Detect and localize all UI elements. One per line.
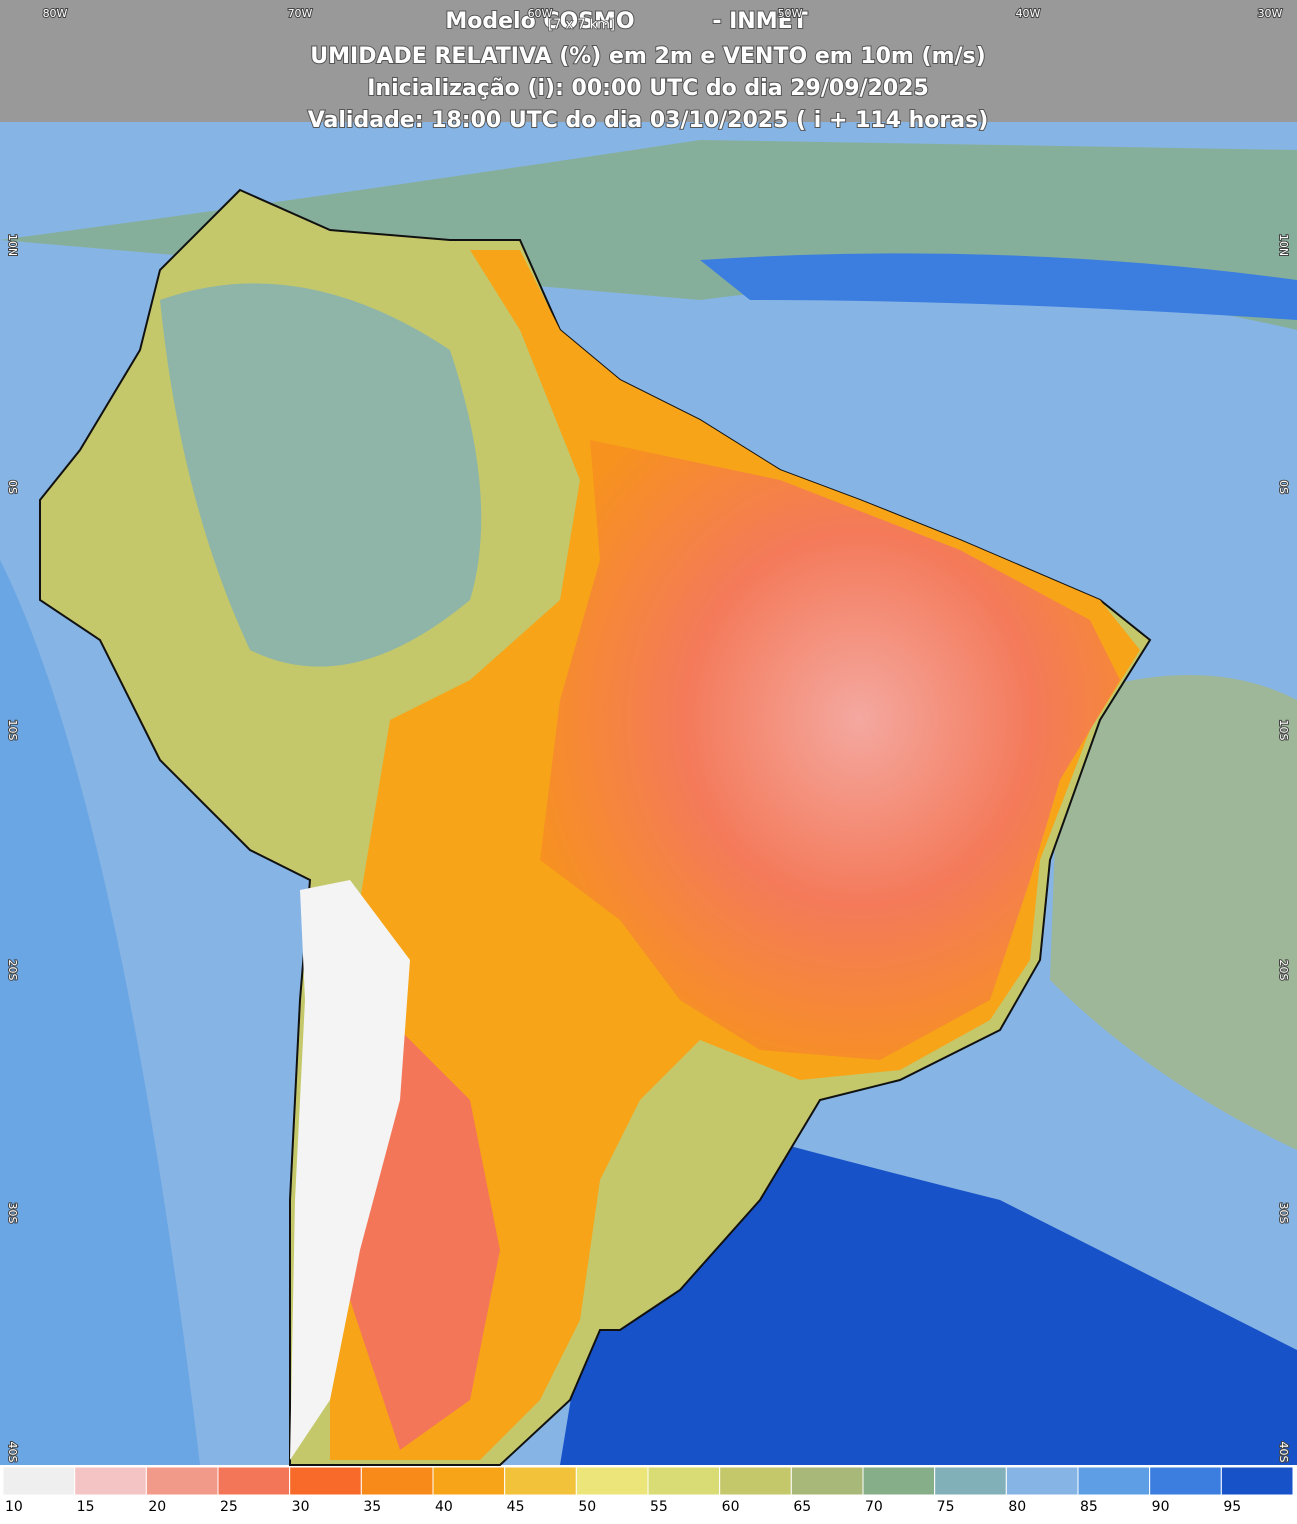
- color-swatch: [575, 1466, 649, 1496]
- andes-dry: [290, 880, 410, 1460]
- legend-label: 10: [5, 1499, 23, 1515]
- lat-label: 30S: [6, 1203, 19, 1224]
- legend-label: 30: [292, 1499, 310, 1515]
- color-swatch: [790, 1466, 864, 1496]
- color-swatch: [934, 1466, 1007, 1496]
- lat-label: 10S: [6, 720, 19, 741]
- color-swatch: [1077, 1466, 1151, 1496]
- lon-label: 30W: [1258, 7, 1283, 20]
- lon-label: 50W: [778, 7, 803, 20]
- lat-label: 0S: [6, 480, 19, 494]
- legend-label: 75: [937, 1499, 955, 1515]
- lat-label: 10S: [1277, 720, 1290, 741]
- very-dry-region: [540, 440, 1120, 1060]
- lat-label: 30S: [1277, 1203, 1290, 1224]
- title-org: - INMET: [712, 9, 807, 34]
- color-swatch: [1149, 1466, 1222, 1496]
- color-swatch: [862, 1466, 936, 1496]
- lon-label: 80W: [43, 7, 68, 20]
- color-swatch: [647, 1466, 721, 1496]
- color-swatch: [504, 1466, 577, 1496]
- legend-label: 85: [1080, 1499, 1098, 1515]
- lon-label: 60W: [528, 7, 553, 20]
- legend-label: 35: [363, 1499, 381, 1515]
- header-bar: [0, 0, 1297, 122]
- legend-label: 60: [722, 1499, 740, 1515]
- lon-label: 40W: [1016, 7, 1041, 20]
- valid-time: Validade: 18:00 UTC do dia 03/10/2025 ( …: [308, 108, 989, 133]
- legend-label: 55: [650, 1499, 668, 1515]
- legend-label: 45: [507, 1499, 525, 1515]
- colorbar: 10 15 20 25 30 35 40 45 50 55 60 65 70 75 80 85 90 95: [2, 1466, 1294, 1515]
- color-swatch: [145, 1466, 219, 1496]
- humid-region: [160, 283, 482, 667]
- color-swatch: [2, 1466, 76, 1496]
- color-swatch: [432, 1466, 506, 1496]
- map: [0, 0, 1297, 1466]
- subtitle: UMIDADE RELATIVA (%) em 2m e VENTO em 10…: [310, 44, 985, 69]
- ocean-band: [0, 560, 200, 1465]
- lat-label: 20S: [6, 960, 19, 981]
- title: Modelo COSMO: [445, 9, 634, 34]
- title-resolution: [7 x 7 km]: [548, 18, 615, 33]
- legend-label: 25: [220, 1499, 238, 1515]
- lat-label: 40S: [6, 1442, 19, 1463]
- legend-label: 20: [148, 1499, 166, 1515]
- legend-label: 15: [77, 1499, 95, 1515]
- lat-label: 20S: [1277, 960, 1290, 981]
- color-swatch: [217, 1466, 291, 1496]
- init-time: Inicialização (i): 00:00 UTC do dia 29/0…: [367, 76, 929, 101]
- lat-label: 0S: [1277, 480, 1290, 494]
- legend-label: 70: [865, 1499, 883, 1515]
- lat-label: 40S: [1277, 1442, 1290, 1463]
- ocean-band: [700, 253, 1297, 320]
- legend-label: 50: [578, 1499, 596, 1515]
- legend-label: 80: [1008, 1499, 1026, 1515]
- legend-label: 40: [435, 1499, 453, 1515]
- lat-label: 10N: [1277, 234, 1290, 256]
- legend-label: 65: [793, 1499, 811, 1515]
- color-swatch: [719, 1466, 792, 1496]
- color-swatch: [74, 1466, 147, 1496]
- ocean-band: [1050, 675, 1297, 1150]
- legend-label: 90: [1152, 1499, 1170, 1515]
- color-swatch: [289, 1466, 362, 1496]
- lon-label: 70W: [288, 7, 313, 20]
- color-swatch: [1005, 1466, 1079, 1496]
- legend-label: 95: [1223, 1499, 1241, 1515]
- graticule-labels: 80W 70W 60W 50W 40W 30W 10N 10N 0S 0S 10S 10S 20S 20S…: [5, 6, 1291, 1464]
- color-swatch: [1220, 1466, 1294, 1496]
- color-swatch: [360, 1466, 434, 1496]
- lat-label: 10N: [6, 234, 19, 256]
